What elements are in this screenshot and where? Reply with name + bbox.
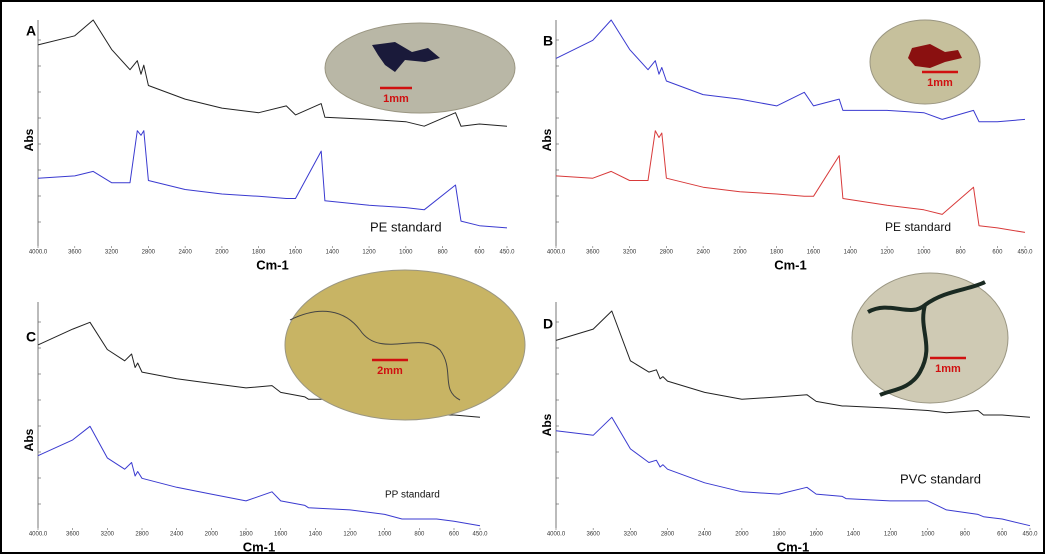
y-axis-label: Abs [22,428,36,451]
panel-label: B [543,33,553,49]
x-axis-label: Cm-1 [256,257,289,272]
x-tick-label: 1200 [343,532,357,538]
x-tick-label: 1800 [772,532,786,538]
y-axis-label: Abs [540,128,554,151]
x-tick-label: 1000 [378,532,392,538]
x-tick-label: 3600 [586,532,600,538]
x-tick-label: 450.0 [1022,532,1038,538]
scale-bar-label: 1mm [935,363,961,375]
panel-label: D [543,316,553,332]
x-tick-label: 1400 [847,532,861,538]
x-tick-label: 1000 [399,250,413,256]
standard-label: PP standard [385,490,440,501]
x-tick-label: 450.0 [472,532,488,538]
spectrum-line [37,130,508,229]
x-tick-label: 2000 [205,532,219,538]
x-tick-label: 3200 [623,250,637,256]
x-tick-label: 3600 [66,532,80,538]
x-tick-label: 2000 [735,532,749,538]
x-tick-label: 1600 [274,532,288,538]
scale-bar-label: 2mm [377,365,403,377]
inset-photo [851,272,1009,404]
panel-label: A [26,23,36,39]
x-tick-label: 800 [438,250,449,256]
x-tick-label: 1000 [921,532,935,538]
x-tick-label: 1200 [362,250,376,256]
x-tick-label: 800 [414,532,425,538]
x-tick-label: 800 [956,250,967,256]
x-tick-label: 1800 [770,250,784,256]
standard-label: PE standard [370,219,442,234]
x-tick-label: 4000.0 [547,250,566,256]
scale-bar-label: 1mm [383,93,409,105]
spectrum-line [555,416,1031,527]
x-tick-label: 1400 [326,250,340,256]
x-tick-label: 3600 [68,250,82,256]
spectrum-line [555,130,1026,233]
x-tick-label: 1600 [807,250,821,256]
inset-photo [284,269,526,421]
x-axis-label: Cm-1 [243,539,276,554]
x-tick-label: 450.0 [1017,250,1033,256]
spectrum-line [555,19,1026,123]
x-tick-label: 600 [449,532,460,538]
spectrum-line [37,425,481,527]
x-tick-label: 450.0 [499,250,515,256]
x-tick-label: 1600 [289,250,303,256]
x-tick-label: 2400 [696,250,710,256]
x-tick-label: 3200 [101,532,115,538]
panel-label: C [26,329,36,345]
x-tick-label: 2800 [660,250,674,256]
particle [372,42,440,72]
x-tick-label: 600 [474,250,485,256]
x-tick-label: 600 [992,250,1003,256]
x-tick-label: 3200 [624,532,638,538]
x-tick-label: 800 [960,532,971,538]
x-tick-label: 2400 [698,532,712,538]
x-tick-label: 1000 [917,250,931,256]
scale-bar-label: 1mm [927,77,953,89]
fiber [867,280,986,397]
particle [908,44,962,68]
fiber [289,310,461,401]
x-tick-label: 1200 [880,250,894,256]
y-axis-label: Abs [22,128,36,151]
x-axis-label: Cm-1 [774,257,807,272]
x-tick-label: 2800 [142,250,156,256]
inset-photo [324,22,516,114]
x-tick-label: 1800 [239,532,253,538]
y-axis-label: Abs [540,413,554,436]
spectrum-line [37,19,508,127]
x-tick-label: 2000 [215,250,229,256]
spectrum-line [555,310,1031,418]
x-axis-label: Cm-1 [777,539,810,554]
x-tick-label: 2800 [661,532,675,538]
x-tick-label: 2000 [733,250,747,256]
x-tick-label: 1200 [884,532,898,538]
standard-label: PVC standard [900,471,981,486]
x-tick-label: 1600 [810,532,824,538]
x-tick-label: 1400 [309,532,323,538]
x-tick-label: 2400 [170,532,184,538]
x-tick-label: 4000.0 [29,250,48,256]
x-tick-label: 3600 [586,250,600,256]
x-tick-label: 600 [997,532,1008,538]
x-tick-label: 1800 [252,250,266,256]
x-tick-label: 2400 [178,250,192,256]
x-tick-label: 4000.0 [29,532,48,538]
x-tick-label: 3200 [105,250,119,256]
x-tick-label: 2800 [135,532,149,538]
x-tick-label: 4000.0 [547,532,566,538]
x-tick-label: 1400 [844,250,858,256]
standard-label: PE standard [885,220,951,234]
